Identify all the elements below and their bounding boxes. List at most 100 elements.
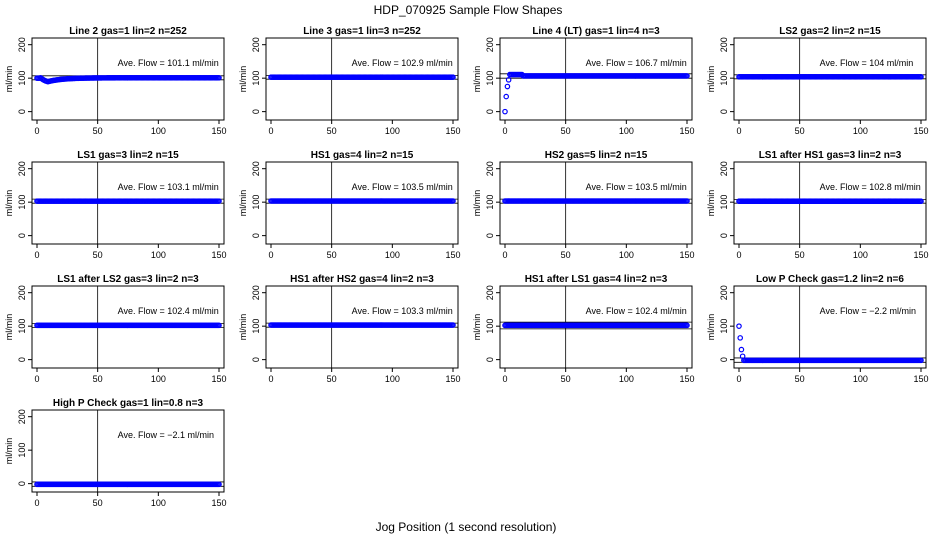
x-tick-label: 150 xyxy=(211,498,226,508)
y-tick-label: 200 xyxy=(719,37,729,52)
panel-title: High P Check gas=1 lin=0.8 n=3 xyxy=(53,398,204,409)
panel-9: LS1 after LS2 gas=3 lin=2 n=3 0 50 100 150 0 1… xyxy=(4,274,227,384)
plot-frame xyxy=(31,409,225,493)
x-tick-label: 100 xyxy=(385,126,400,136)
data-points xyxy=(268,74,456,80)
panel-5: LS1 gas=3 lin=2 n=15 0 50 100 150 0 100 200 ml/m… xyxy=(4,150,227,260)
average-flow-annotation: Ave. Flow = 103.3 ml/min xyxy=(352,306,453,316)
y-tick-label: 200 xyxy=(719,161,729,176)
data-point xyxy=(918,74,924,80)
x-tick-label: 150 xyxy=(445,250,460,260)
data-point xyxy=(450,198,456,204)
average-flow-annotation: Ave. Flow = −2.1 ml/min xyxy=(118,430,214,440)
x-tick-label: 100 xyxy=(619,126,634,136)
data-points xyxy=(34,198,222,204)
panel-title: Low P Check gas=1.2 lin=2 n=6 xyxy=(756,274,904,285)
data-point xyxy=(684,73,690,79)
y-tick-label: 0 xyxy=(17,481,27,486)
x-tick-label: 150 xyxy=(679,126,694,136)
x-tick-label: 0 xyxy=(502,250,507,260)
x-tick-label: 150 xyxy=(211,126,226,136)
y-axis-label: ml/min xyxy=(238,66,248,93)
panel-12: Low P Check gas=1.2 lin=2 n=6 0 50 100 150 0 1… xyxy=(706,274,929,384)
y-axis-label: ml/min xyxy=(4,66,14,93)
y-tick-label: 100 xyxy=(719,195,729,210)
y-axis-label: ml/min xyxy=(706,66,716,93)
x-tick-label: 150 xyxy=(913,126,928,136)
x-tick-label: 50 xyxy=(561,126,571,136)
y-tick-label: 0 xyxy=(251,233,261,238)
data-point xyxy=(216,74,222,81)
plot-frame xyxy=(31,37,225,121)
average-flow-annotation: Ave. Flow = 103.1 ml/min xyxy=(118,182,219,192)
panel-3: Line 4 (LT) gas=1 lin=4 n=3 0 50 100 150 0 100… xyxy=(472,26,695,136)
data-point xyxy=(738,346,745,353)
x-tick-label: 0 xyxy=(502,126,507,136)
y-tick-label: 0 xyxy=(485,357,495,362)
data-point xyxy=(918,357,924,364)
y-tick-label: 0 xyxy=(17,233,27,238)
panel-title: LS1 after LS2 gas=3 lin=2 n=3 xyxy=(57,274,199,285)
x-tick-label: 50 xyxy=(561,374,571,384)
panel-title: HS1 gas=4 lin=2 n=15 xyxy=(311,150,414,161)
y-axis-label: ml/min xyxy=(4,314,14,341)
x-tick-label: 100 xyxy=(151,250,166,260)
y-tick-label: 200 xyxy=(251,161,261,176)
panel-title: Line 4 (LT) gas=1 lin=4 n=3 xyxy=(532,26,660,37)
x-tick-label: 100 xyxy=(619,250,634,260)
y-axis-label: ml/min xyxy=(472,66,482,93)
y-axis-label: ml/min xyxy=(4,190,14,217)
y-tick-label: 200 xyxy=(485,161,495,176)
y-tick-label: 200 xyxy=(485,37,495,52)
panel-title: Line 2 gas=1 lin=2 n=252 xyxy=(69,26,187,37)
y-tick-label: 100 xyxy=(485,319,495,334)
average-flow-annotation: Ave. Flow = 103.5 ml/min xyxy=(352,182,453,192)
data-points xyxy=(268,322,456,328)
x-tick-label: 0 xyxy=(502,374,507,384)
x-tick-label: 150 xyxy=(679,250,694,260)
panel-1: Line 2 gas=1 lin=2 n=252 0 50 100 150 0 100 200… xyxy=(4,26,227,136)
data-points xyxy=(736,74,924,80)
y-axis-label: ml/min xyxy=(706,314,716,341)
y-tick-label: 200 xyxy=(251,285,261,300)
y-tick-label: 100 xyxy=(485,195,495,210)
average-flow-annotation: Ave. Flow = 102.8 ml/min xyxy=(820,182,921,192)
y-tick-label: 0 xyxy=(719,109,729,114)
panel-2: Line 3 gas=1 lin=3 n=252 0 50 100 150 0 100 200… xyxy=(238,26,461,136)
y-axis-label: ml/min xyxy=(238,190,248,217)
average-flow-annotation: Ave. Flow = 103.5 ml/min xyxy=(586,182,687,192)
data-point xyxy=(503,93,510,100)
y-tick-label: 100 xyxy=(251,195,261,210)
x-tick-label: 150 xyxy=(913,374,928,384)
average-flow-annotation: Ave. Flow = 102.4 ml/min xyxy=(586,306,687,316)
average-flow-annotation: Ave. Flow = −2.2 ml/min xyxy=(820,306,916,316)
y-tick-label: 0 xyxy=(17,109,27,114)
x-tick-label: 100 xyxy=(853,126,868,136)
y-tick-label: 100 xyxy=(719,71,729,86)
figure-title: HDP_070925 Sample Flow Shapes xyxy=(374,3,563,17)
data-points xyxy=(736,198,924,205)
x-tick-label: 50 xyxy=(93,250,103,260)
x-tick-label: 0 xyxy=(34,250,39,260)
x-tick-label: 150 xyxy=(679,374,694,384)
data-points xyxy=(502,198,690,204)
average-flow-annotation: Ave. Flow = 101.1 ml/min xyxy=(118,58,219,68)
data-points xyxy=(502,71,690,115)
data-point xyxy=(736,323,742,329)
x-tick-label: 0 xyxy=(268,374,273,384)
panel-grid: Line 2 gas=1 lin=2 n=252 0 50 100 150 0 100 200… xyxy=(4,26,929,508)
x-tick-label: 100 xyxy=(619,374,634,384)
panel-title: HS1 after LS1 gas=4 lin=2 n=3 xyxy=(525,274,668,285)
data-points xyxy=(268,198,456,204)
y-tick-label: 0 xyxy=(719,357,729,362)
x-tick-label: 100 xyxy=(853,374,868,384)
y-tick-label: 200 xyxy=(17,409,27,424)
x-tick-label: 100 xyxy=(853,250,868,260)
panel-title: HS1 after HS2 gas=4 lin=2 n=3 xyxy=(290,274,434,285)
y-axis-label: ml/min xyxy=(4,438,14,465)
y-tick-label: 0 xyxy=(719,233,729,238)
y-tick-label: 0 xyxy=(251,109,261,114)
x-tick-label: 50 xyxy=(795,126,805,136)
x-tick-label: 50 xyxy=(327,126,337,136)
panel-10: HS1 after HS2 gas=4 lin=2 n=3 0 50 100 150 0 1… xyxy=(238,274,461,384)
